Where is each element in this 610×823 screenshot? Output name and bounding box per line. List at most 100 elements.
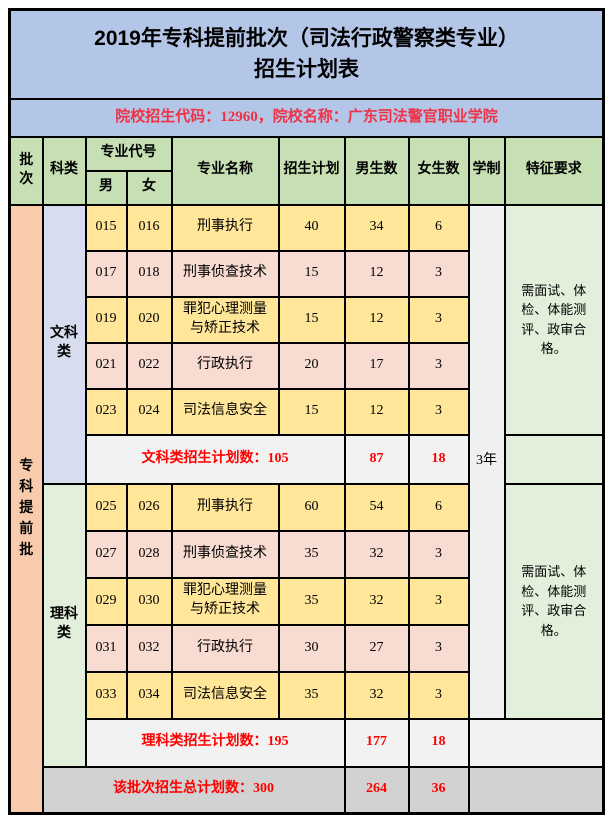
requirements-cell-arts: 需面试、体检、体能测评、政审合格。 [503,203,605,436]
table-row: 031 032 行政执行 30 27 3 [10,623,604,673]
spacer-cell-light [467,717,605,768]
page-title: 2019年专科提前批次（司法行政警察类专业） 招生计划表 [8,8,605,100]
duration-cell: 3年 [467,203,506,720]
female-count-cell: 3 [407,576,470,626]
table-row: 理科类 025 026 刑事执行 60 54 6 需面试、体检、体能测评、政审合… [10,482,605,768]
major-name-cell: 刑事执行 [170,482,280,532]
male-count-cell: 27 [343,623,410,673]
male-code-cell: 033 [84,670,128,720]
title-row: 2019年专科提前批次（司法行政警察类专业） 招生计划表 [8,8,605,100]
female-count-cell: 6 [407,203,470,252]
plan-count-cell: 35 [277,576,346,626]
major-name-cell: 司法信息安全 [170,387,280,436]
male-code-cell: 017 [84,249,128,298]
header-row-sub: 男 女 [10,169,604,206]
male-count-cell: 34 [343,203,410,252]
science-subtotal-male: 177 [343,717,410,768]
plan-count-cell: 30 [277,623,346,673]
male-code-cell: 025 [84,482,128,532]
male-code-cell: 027 [84,529,128,579]
male-count-cell: 12 [343,295,410,344]
col-header-female: 女 [125,169,173,206]
major-name-cell: 刑事侦查技术 [170,529,280,579]
female-count-cell: 3 [407,341,470,390]
major-name-cell: 司法信息安全 [170,670,280,720]
female-count-cell: 3 [407,670,470,720]
major-name-cell: 行政执行 [170,623,280,673]
category-cell-science: 理科类 [41,482,87,768]
male-count-cell: 17 [343,341,410,390]
male-code-cell: 015 [84,203,128,252]
grand-total-male: 264 [343,765,410,815]
category-cell-arts: 文科类 [41,203,87,485]
male-count-cell: 32 [343,529,410,579]
spacer-cell-dark [467,765,605,815]
table-row: 023 024 司法信息安全 15 12 3 [10,387,604,436]
female-code-cell: 020 [125,295,173,344]
table-row: 033 034 司法信息安全 35 32 3 [10,670,604,720]
col-header-requirements: 特征要求 [503,135,605,206]
plan-count-cell: 60 [277,482,346,532]
col-header-male-count: 男生数 [343,135,410,206]
header-row-top: 批次 科类 专业代号 专业名称 招生计划 男生数 女生数 学制 特征要求 [8,135,605,206]
female-code-cell: 022 [125,341,173,390]
col-header-female-count: 女生数 [407,135,470,206]
science-subtotal-female: 18 [407,717,470,768]
male-code-cell: 029 [84,576,128,626]
female-count-cell: 6 [407,482,470,532]
plan-count-cell: 35 [277,529,346,579]
science-subtotal-row: 理科类招生计划数：195 177 18 [10,717,605,768]
grand-total-female: 36 [407,765,470,815]
table-row: 017 018 刑事侦查技术 15 12 3 [10,249,604,298]
grand-total-row: 该批次招生总计划数：300 264 36 [10,765,605,815]
female-code-cell: 030 [125,576,173,626]
female-count-cell: 3 [407,387,470,436]
male-count-cell: 54 [343,482,410,532]
female-count-cell: 3 [407,623,470,673]
requirements-cell-spacer [503,433,605,485]
table-row: 027 028 刑事侦查技术 35 32 3 [10,529,604,579]
major-name-cell: 罪犯心理测量 与矫正技术 [170,295,280,344]
female-code-cell: 032 [125,623,173,673]
col-header-duration: 学制 [467,135,506,206]
col-header-category: 科类 [41,135,87,206]
male-count-cell: 12 [343,387,410,436]
female-count-cell: 3 [407,295,470,344]
enrollment-plan-table: 2019年专科提前批次（司法行政警察类专业） 招生计划表 院校招生代码：1296… [8,8,605,815]
plan-count-cell: 35 [277,670,346,720]
female-code-cell: 028 [125,529,173,579]
col-header-major-name: 专业名称 [170,135,280,206]
grand-total-label: 该批次招生总计划数：300 [41,765,346,815]
female-code-cell: 024 [125,387,173,436]
arts-subtotal-row: 文科类招生计划数：105 87 18 [10,433,605,485]
plan-count-cell: 15 [277,295,346,344]
col-header-batch: 批次 [8,135,44,206]
plan-count-cell: 15 [277,249,346,298]
female-count-cell: 3 [407,249,470,298]
male-count-cell: 32 [343,670,410,720]
table-row: 021 022 行政执行 20 17 3 [10,341,604,390]
male-code-cell: 023 [84,387,128,436]
female-code-cell: 034 [125,670,173,720]
table-row: 029 030 罪犯心理测量 与矫正技术 35 32 3 [10,576,604,626]
female-code-cell: 026 [125,482,173,532]
subtitle-row: 院校招生代码：12960，院校名称：广东司法警官职业学院 [8,97,605,138]
plan-count-cell: 40 [277,203,346,252]
col-header-major-code: 专业代号 [84,135,173,172]
male-count-cell: 32 [343,576,410,626]
female-code-cell: 016 [125,203,173,252]
female-count-cell: 3 [407,529,470,579]
male-count-cell: 12 [343,249,410,298]
school-code-line: 院校招生代码：12960，院校名称：广东司法警官职业学院 [8,97,605,138]
requirements-cell-science: 需面试、体检、体能测评、政审合格。 [503,482,605,720]
major-name-cell: 罪犯心理测量 与矫正技术 [170,576,280,626]
plan-count-cell: 15 [277,387,346,436]
plan-count-cell: 20 [277,341,346,390]
arts-subtotal-female: 18 [407,433,470,485]
major-name-cell: 行政执行 [170,341,280,390]
male-code-cell: 031 [84,623,128,673]
major-name-cell: 刑事执行 [170,203,280,252]
col-header-plan: 招生计划 [277,135,346,206]
arts-subtotal-male: 87 [343,433,410,485]
